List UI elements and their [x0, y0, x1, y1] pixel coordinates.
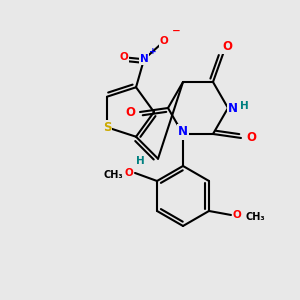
Text: O: O — [120, 52, 128, 62]
Text: +: + — [149, 47, 157, 56]
Text: O: O — [160, 36, 168, 46]
Text: N: N — [140, 54, 148, 64]
Text: H: H — [136, 156, 144, 166]
Text: S: S — [103, 121, 111, 134]
Text: N: N — [228, 101, 238, 115]
Text: O: O — [246, 131, 256, 145]
Text: O: O — [222, 40, 232, 52]
Text: −: − — [172, 26, 181, 36]
Text: CH₃: CH₃ — [103, 170, 123, 180]
Text: O: O — [124, 168, 134, 178]
Text: O: O — [232, 210, 242, 220]
Text: O: O — [125, 106, 135, 118]
Text: H: H — [240, 101, 248, 111]
Text: CH₃: CH₃ — [245, 212, 265, 222]
Text: N: N — [178, 125, 188, 139]
